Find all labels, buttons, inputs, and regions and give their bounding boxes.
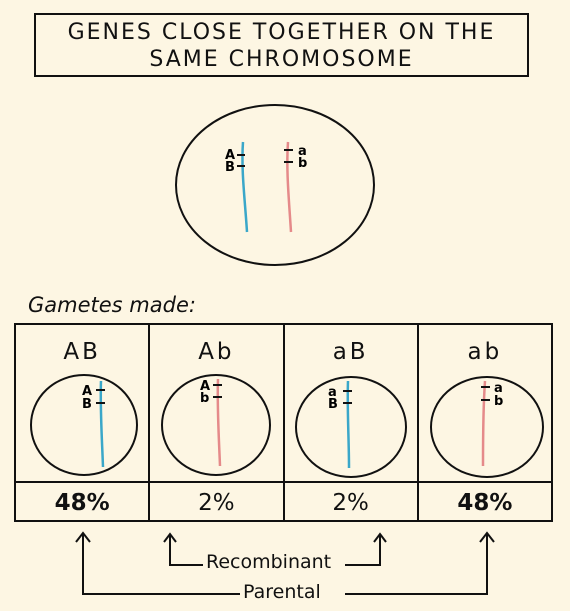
gamete-percent: 48%	[418, 481, 551, 524]
gamete-label: aB	[332, 339, 369, 365]
gamete-label: Ab	[198, 339, 235, 365]
parent-label-right-2: b	[298, 156, 307, 171]
svg-text:b: b	[494, 394, 503, 409]
svg-text:a: a	[494, 381, 503, 396]
gamete-cell: a B	[294, 376, 407, 478]
parent-label-left-2: B	[225, 160, 235, 175]
gamete-percent: 48%	[16, 481, 149, 524]
svg-text:a: a	[328, 385, 337, 400]
gamete-col-Ab: Ab A b 2%	[150, 325, 285, 520]
gamete-col-AB: AB A B 48%	[16, 325, 151, 520]
parent-label-right-1: a	[298, 144, 307, 159]
gamete-col-ab: ab a b 48%	[418, 325, 551, 520]
parent-cell	[175, 104, 375, 266]
svg-text:B: B	[82, 397, 92, 412]
gamete-percent: 2%	[284, 481, 417, 524]
recombinant-bracket	[163, 532, 387, 566]
gamete-label: ab	[467, 339, 503, 365]
title-box: GENES CLOSE TOGETHER ON THE SAME CHROMOS…	[34, 13, 529, 77]
gamete-col-aB: aB a B 2%	[284, 325, 419, 520]
recombinant-label: Recombinant	[203, 551, 335, 573]
parent-label-left-1: A	[225, 148, 235, 163]
gametes-label: Gametes made:	[28, 293, 196, 317]
parental-bracket	[75, 531, 495, 595]
parent-chromosome-pink	[286, 141, 293, 233]
parent-chromosome-blue	[241, 141, 249, 233]
gamete-label: AB	[63, 339, 101, 365]
gamete-cell: a b	[429, 376, 544, 478]
gamete-table: AB A B 48% Ab A b 2% aB a B	[14, 323, 553, 522]
svg-text:B: B	[328, 397, 338, 412]
title-line-1: GENES CLOSE TOGETHER ON THE	[67, 20, 496, 45]
gamete-percent: 2%	[150, 481, 283, 524]
gamete-cell: A B	[30, 374, 138, 476]
svg-text:b: b	[200, 391, 209, 406]
title-line-2: SAME CHROMOSOME	[149, 47, 414, 72]
parental-label: Parental	[240, 581, 324, 603]
gamete-cell: A b	[161, 374, 272, 476]
svg-text:A: A	[82, 384, 92, 399]
svg-text:A: A	[200, 379, 210, 394]
